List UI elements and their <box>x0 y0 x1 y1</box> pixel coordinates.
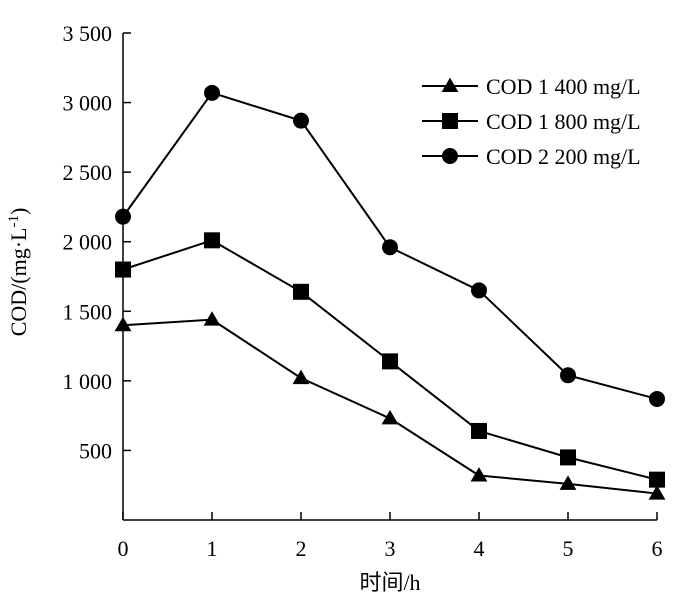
y-tick-label: 500 <box>79 438 112 463</box>
x-tick-label: 1 <box>207 536 218 561</box>
data-point-triangle <box>114 316 132 332</box>
legend-label: COD 1 400 mg/L <box>486 74 641 99</box>
y-tick-label: 2 500 <box>63 160 113 185</box>
y-tick-label: 1 500 <box>63 299 113 324</box>
series-square <box>115 232 665 488</box>
series-triangle <box>114 311 666 500</box>
x-tick-label: 3 <box>385 536 396 561</box>
data-point-triangle <box>203 311 221 326</box>
data-point-circle <box>382 239 398 256</box>
y-tick-label: 2 000 <box>63 230 113 255</box>
y-axis-title: COD/(mg·L-1) <box>6 208 31 337</box>
x-tick-label: 2 <box>296 536 307 561</box>
legend-entry: COD 1 800 mg/L <box>422 109 641 134</box>
data-point-circle <box>471 282 487 299</box>
series-line <box>122 318 658 495</box>
data-point-circle <box>560 367 576 384</box>
data-point-triangle <box>648 485 666 500</box>
data-point-triangle <box>470 467 488 482</box>
series-layer <box>114 84 666 500</box>
data-point-square <box>649 471 665 488</box>
data-point-square <box>293 283 309 300</box>
x-tick-label: 0 <box>118 536 129 561</box>
data-point-circle <box>204 84 220 101</box>
data-point-square <box>382 353 398 370</box>
data-point-square <box>560 449 576 466</box>
y-axis-title-main: COD/(mg·L <box>6 228 31 337</box>
x-tick-label: 5 <box>563 536 574 561</box>
y-axis-title-superscript: -1 <box>6 215 22 228</box>
data-point-triangle <box>292 369 310 385</box>
data-point-circle <box>293 112 309 129</box>
data-point-triangle <box>559 475 577 490</box>
legend-entry: COD 1 400 mg/L <box>422 74 641 99</box>
series-circle <box>115 84 665 407</box>
data-point-triangle <box>381 410 399 425</box>
legend-label: COD 2 200 mg/L <box>486 144 641 169</box>
legend-label: COD 1 800 mg/L <box>486 109 641 134</box>
data-point-circle <box>115 208 131 225</box>
y-tick-label: 3 500 <box>63 21 113 46</box>
data-point-square <box>115 261 131 278</box>
data-point-square <box>471 422 487 439</box>
legend-marker-triangle <box>441 77 459 92</box>
x-axis-title: 时间/h <box>359 570 420 595</box>
legend-entry: COD 2 200 mg/L <box>422 144 641 169</box>
legend: COD 1 400 mg/L COD 1 800 mg/L COD 2 200 mg… <box>422 74 641 169</box>
y-tick-label: 1 000 <box>63 369 113 394</box>
legend-marker-circle <box>442 148 458 164</box>
y-axis-title-close: ) <box>6 208 31 215</box>
x-tick-label: 4 <box>474 536 485 561</box>
axis-ticks: 0 1 2 3 4 5 6 500 1 000 1 500 2 000 2 500 3 000 3 500 <box>63 21 663 561</box>
y-tick-label: 3 000 <box>63 91 113 116</box>
data-point-square <box>204 232 220 249</box>
x-tick-label: 6 <box>652 536 663 561</box>
legend-marker-square <box>442 113 458 129</box>
data-point-circle <box>649 390 665 407</box>
